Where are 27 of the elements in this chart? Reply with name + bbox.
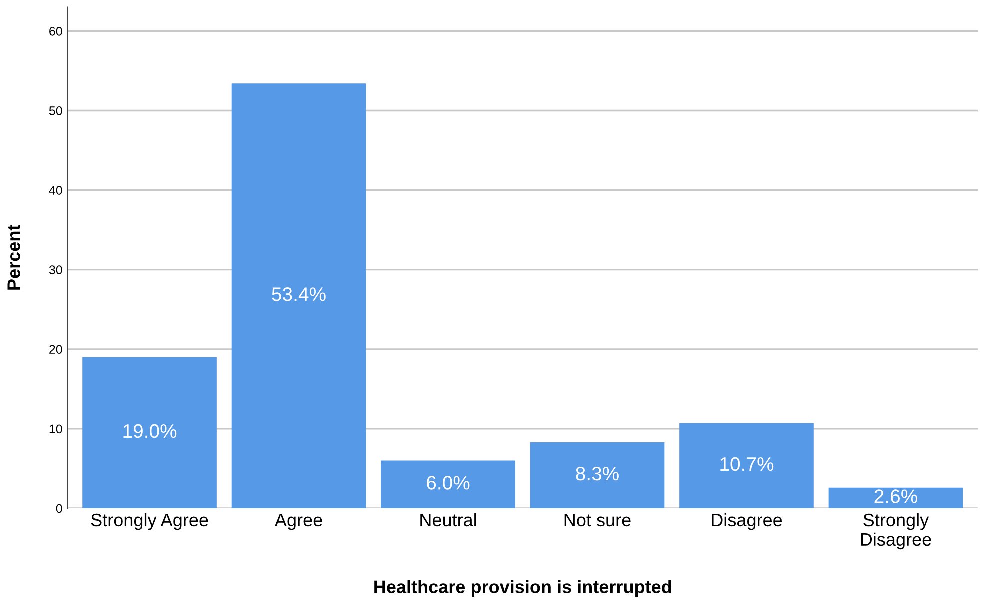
x-tick-label: Disagree xyxy=(712,513,782,530)
y-tick-label: 40 xyxy=(49,186,62,195)
x-axis-title: Healthcare provision is interrupted xyxy=(374,580,672,598)
x-tick-label: Strongly Agree xyxy=(91,513,208,530)
y-axis-title: Percent xyxy=(8,225,20,290)
bar xyxy=(381,460,516,509)
y-tick-label: 50 xyxy=(49,106,62,116)
y-tick-label: 0 xyxy=(56,504,62,514)
bar xyxy=(828,488,964,509)
x-tick-label: Neutral xyxy=(420,513,476,527)
bar xyxy=(82,357,217,509)
x-tick-label: Agree xyxy=(274,514,322,530)
data-label: 10.7% xyxy=(720,457,774,472)
y-tick-label: 10 xyxy=(50,424,62,434)
x-tick-label: Not sure xyxy=(564,514,631,527)
data-label: 8.3% xyxy=(576,466,619,481)
data-label: 2.6% xyxy=(874,490,918,504)
bar xyxy=(680,423,814,509)
y-tick-label: 60 xyxy=(50,26,62,36)
x-tick-label: Strongly Disagree xyxy=(861,513,932,550)
data-label: 19.0% xyxy=(124,424,177,438)
bar xyxy=(530,442,665,509)
data-label: 6.0% xyxy=(427,476,470,490)
bar xyxy=(232,84,366,509)
y-tick-label: 30 xyxy=(49,266,62,274)
y-tick-label: 20 xyxy=(50,345,62,354)
data-label: 53.4% xyxy=(272,288,326,302)
